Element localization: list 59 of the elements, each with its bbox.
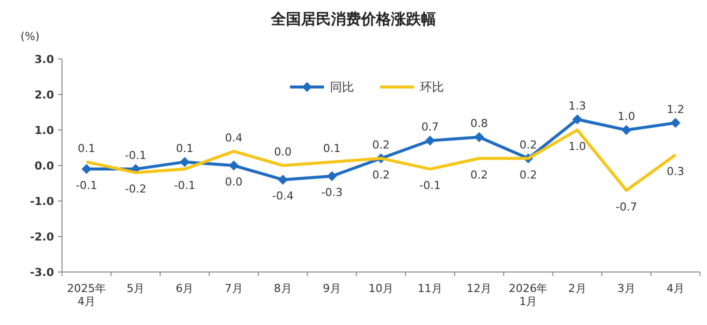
y-tick-label: -2.0 bbox=[30, 230, 54, 244]
data-label: 0.4 bbox=[225, 131, 243, 144]
data-label: 0.8 bbox=[470, 117, 488, 130]
data-label: -0.2 bbox=[124, 182, 146, 196]
point bbox=[621, 125, 632, 135]
x-tick-label: 11月 bbox=[418, 282, 443, 295]
x-tick-label: 6月 bbox=[176, 282, 194, 295]
data-label: -0.1 bbox=[174, 179, 196, 192]
x-tick-label: 8月 bbox=[274, 282, 292, 295]
point bbox=[474, 132, 484, 142]
y-tick-label: -1.0 bbox=[30, 195, 54, 208]
x-tick-label: 5月 bbox=[126, 282, 145, 295]
x-tick-label: 12月 bbox=[466, 282, 492, 295]
data-label: 1.0 bbox=[618, 110, 636, 123]
x-tick-label: 2月 bbox=[568, 282, 586, 295]
data-label: -0.1 bbox=[76, 179, 98, 192]
data-label: 0.1 bbox=[323, 142, 341, 155]
data-label: 0.3 bbox=[666, 164, 684, 178]
data-label: 0.2 bbox=[519, 168, 537, 182]
x-tick-label: 4月 bbox=[666, 282, 684, 295]
point bbox=[180, 156, 190, 167]
data-label: 0.0 bbox=[274, 146, 292, 158]
y-tick-label: 1.0 bbox=[34, 124, 54, 137]
point bbox=[670, 118, 680, 128]
data-label: 0.1 bbox=[176, 142, 194, 155]
legend-label: 环比 bbox=[420, 80, 444, 94]
y-axis-title: (%) bbox=[20, 30, 40, 43]
x-tick-label: 2026年 1月 bbox=[508, 282, 548, 308]
data-label: 0.0 bbox=[225, 176, 243, 188]
chart-title: 全国居民消费价格涨跌幅 bbox=[270, 10, 436, 28]
point bbox=[326, 171, 337, 182]
data-label: 0.2 bbox=[519, 138, 537, 152]
data-label: 1.2 bbox=[666, 102, 684, 116]
data-label: 0.2 bbox=[470, 168, 488, 182]
data-label: 0.2 bbox=[372, 168, 390, 182]
data-label: 1.3 bbox=[568, 99, 586, 112]
x-tick-label: 10月 bbox=[368, 282, 394, 295]
x-tick-label: 9月 bbox=[322, 282, 341, 295]
y-tick-label: 3.0 bbox=[34, 53, 54, 66]
x-tick-label: 2025年 4月 bbox=[67, 282, 106, 308]
point bbox=[228, 160, 239, 170]
y-tick-label: 2.0 bbox=[34, 88, 54, 102]
data-label: 0.7 bbox=[421, 120, 439, 134]
x-tick-label: 3月 bbox=[617, 282, 636, 295]
data-label: -0.4 bbox=[272, 190, 294, 203]
data-label: 1.0 bbox=[568, 140, 586, 153]
y-tick-label: 0.0 bbox=[34, 160, 54, 172]
point bbox=[572, 114, 582, 124]
legend-label: 同比 bbox=[330, 80, 354, 94]
x-tick-label: 7月 bbox=[224, 282, 243, 295]
data-label: -0.1 bbox=[124, 149, 146, 162]
data-label: 0.2 bbox=[372, 138, 390, 152]
point bbox=[425, 136, 436, 146]
y-tick-label: -3.0 bbox=[30, 266, 54, 279]
data-label: -0.1 bbox=[419, 179, 441, 192]
data-label: 0.1 bbox=[78, 142, 96, 155]
data-label: -0.3 bbox=[321, 186, 343, 200]
point bbox=[278, 174, 288, 185]
data-label: -0.7 bbox=[616, 200, 638, 214]
